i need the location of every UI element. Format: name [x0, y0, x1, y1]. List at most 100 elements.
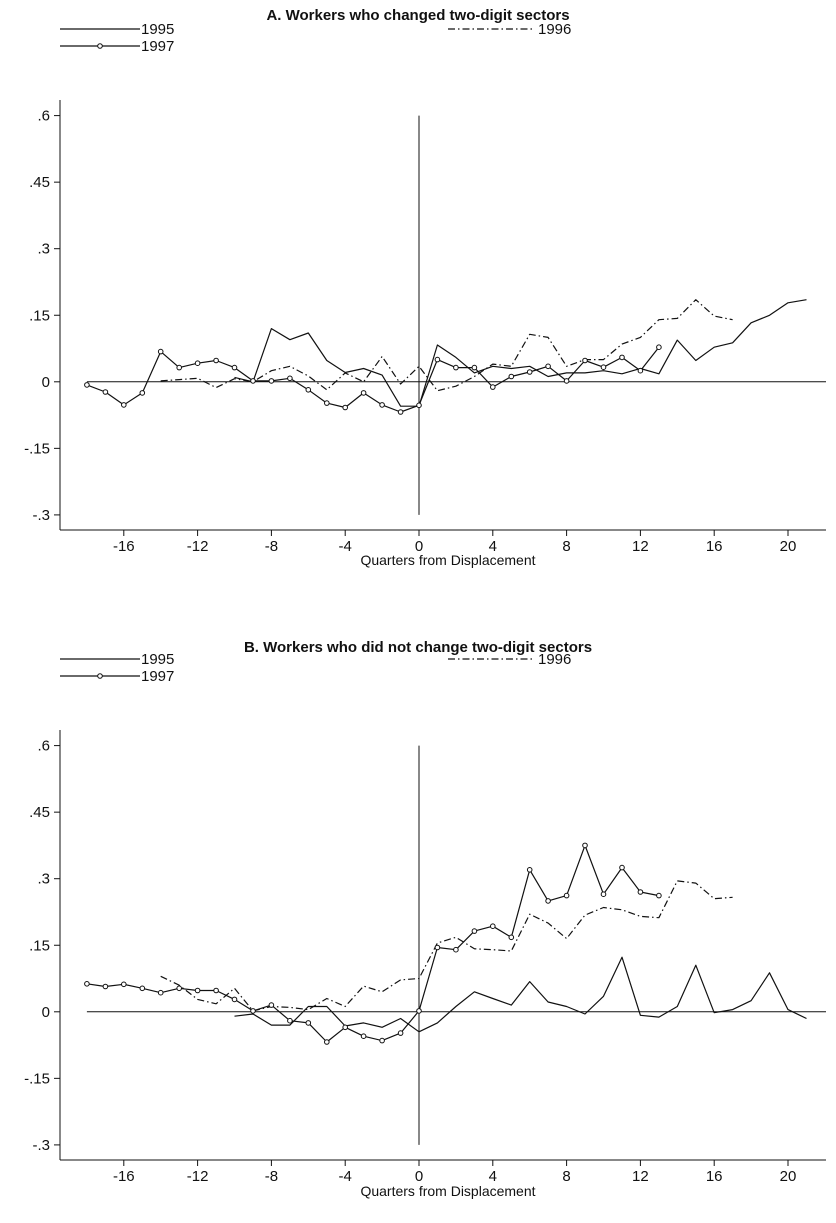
data-point: [102, 389, 109, 395]
data-point: [656, 892, 662, 899]
y-tick-label: .6: [37, 738, 50, 755]
data-point: [619, 864, 625, 871]
series-1996: [160, 880, 733, 1012]
y-tick-label: .45: [29, 174, 50, 191]
data-point: [416, 1008, 422, 1014]
legend-entry-1996: 1996: [448, 651, 571, 668]
y-tick-label: -.15: [24, 1070, 50, 1087]
data-point: [379, 1037, 385, 1044]
data-point: [416, 402, 422, 409]
chart-title: A. Workers who changed two-digit sectors: [266, 7, 569, 24]
data-point: [324, 400, 330, 406]
data-point: [453, 364, 459, 371]
series-1997: [84, 344, 662, 415]
legend-label: 1995: [141, 651, 174, 668]
legend-entry-1995: 1995: [60, 651, 174, 668]
data-point: [397, 409, 404, 415]
series-line-1997: [86, 346, 660, 413]
data-point: [490, 923, 496, 930]
data-point: [360, 390, 367, 396]
data-point: [582, 842, 588, 849]
data-point: [619, 354, 625, 361]
x-axis-label: Quarters from Displacement: [360, 1183, 535, 1199]
data-point: [194, 360, 201, 367]
data-point: [268, 378, 275, 384]
data-point: [176, 364, 182, 371]
x-tick-label: 16: [706, 538, 723, 555]
x-axis-label: Quarters from Displacement: [360, 552, 535, 568]
data-point: [490, 384, 496, 390]
x-tick-label: -4: [339, 538, 352, 555]
series-1995: [234, 956, 807, 1033]
data-point: [213, 357, 219, 364]
data-point: [84, 382, 90, 388]
data-point: [471, 928, 478, 934]
data-point: [471, 364, 478, 371]
series-line-1995: [234, 956, 807, 1033]
data-point: [176, 985, 182, 992]
data-point: [305, 387, 312, 393]
series-line-1997: [86, 844, 660, 1043]
legend-label: 1997: [141, 668, 174, 685]
data-point: [121, 981, 127, 988]
data-point: [360, 1033, 367, 1039]
panel-a: A. Workers who changed two-digit sectors…: [24, 7, 826, 568]
data-point: [287, 1017, 293, 1024]
series-line-1996: [160, 299, 733, 392]
legend-entry-1997: 1997: [60, 668, 174, 685]
data-point: [453, 946, 459, 953]
legend-marker: [97, 673, 103, 679]
y-tick-label: .45: [29, 804, 50, 821]
panel-b: B. Workers who did not change two-digit …: [24, 639, 826, 1199]
data-point: [231, 364, 238, 371]
series-1995: [234, 299, 807, 407]
x-tick-label: -16: [113, 1168, 135, 1185]
y-tick-label: 0: [42, 374, 50, 391]
legend-entry-1995: 1995: [60, 21, 174, 38]
data-point: [508, 934, 515, 941]
y-tick-label: 0: [42, 1004, 50, 1021]
x-tick-label: -8: [265, 538, 278, 555]
legend-entry-1996: 1996: [448, 21, 571, 38]
data-point: [600, 891, 607, 898]
y-tick-label: -.3: [32, 507, 50, 524]
data-point: [84, 981, 90, 987]
data-point: [656, 344, 662, 351]
series-1997: [84, 842, 662, 1045]
x-tick-label: 20: [780, 1168, 797, 1185]
x-tick-label: -8: [265, 1168, 278, 1185]
data-point: [231, 996, 238, 1003]
data-point: [194, 987, 201, 994]
data-point: [268, 1002, 275, 1008]
data-point: [379, 402, 385, 408]
data-point: [250, 1008, 256, 1014]
data-point: [545, 898, 551, 904]
series-line-1996: [160, 880, 733, 1012]
x-tick-label: 0: [415, 538, 423, 555]
data-point: [545, 363, 551, 370]
legend-marker: [97, 43, 103, 49]
data-point: [139, 390, 146, 396]
x-tick-label: 8: [562, 1168, 570, 1185]
data-point: [397, 1030, 404, 1036]
data-point: [637, 367, 644, 374]
data-point: [342, 404, 349, 411]
x-tick-label: 16: [706, 1168, 723, 1185]
legend-label: 1996: [538, 651, 571, 668]
data-point: [324, 1039, 330, 1045]
x-tick-label: 4: [489, 538, 497, 555]
data-point: [600, 364, 607, 371]
data-point: [157, 348, 164, 355]
data-point: [526, 369, 533, 375]
data-point: [342, 1024, 349, 1031]
legend-entry-1997: 1997: [60, 38, 174, 55]
y-tick-label: -.3: [32, 1137, 50, 1154]
data-point: [563, 892, 570, 899]
data-point: [508, 373, 515, 380]
x-tick-label: 4: [489, 1168, 497, 1185]
data-point: [434, 356, 441, 363]
data-point: [563, 378, 570, 384]
data-point: [250, 378, 256, 384]
x-tick-label: -4: [339, 1168, 352, 1185]
data-point: [305, 1020, 312, 1026]
